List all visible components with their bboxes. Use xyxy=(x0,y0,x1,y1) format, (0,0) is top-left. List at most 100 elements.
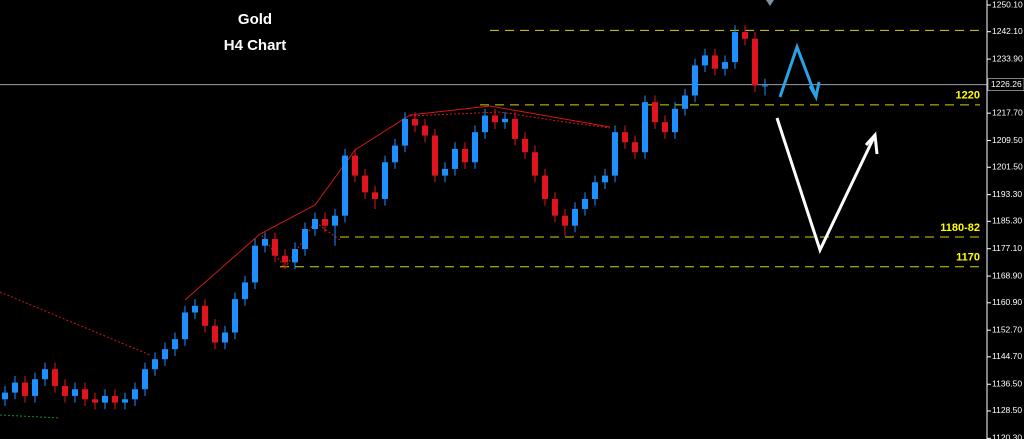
y-tick-label: 1242.10 xyxy=(992,26,1023,36)
y-tick-label: 1217.70 xyxy=(992,107,1023,117)
y-tick-label: 1160.90 xyxy=(992,297,1022,307)
candle-body xyxy=(32,379,38,396)
candle-body xyxy=(492,115,498,123)
candle-body xyxy=(532,152,538,176)
candle-body xyxy=(12,382,18,393)
chart-title: Gold xyxy=(238,11,272,28)
candle-body xyxy=(202,305,208,326)
candle-body xyxy=(742,32,748,39)
candle-body xyxy=(352,155,358,176)
candle-body xyxy=(712,55,718,69)
candle-body xyxy=(142,369,148,390)
candle-body xyxy=(562,215,568,226)
candle-body xyxy=(262,239,268,246)
candle-body xyxy=(192,305,198,313)
candle-body xyxy=(332,215,338,226)
candle-body xyxy=(322,218,328,226)
candle-body xyxy=(62,385,68,396)
candle-body xyxy=(632,142,638,153)
candle-body xyxy=(42,369,48,380)
candle-body xyxy=(472,132,478,163)
candle-body xyxy=(552,198,558,216)
candle-body xyxy=(422,125,428,136)
candle-body xyxy=(462,148,468,163)
candle-body xyxy=(172,339,178,350)
candle-body xyxy=(502,118,508,123)
arrow-head xyxy=(808,81,821,102)
candle-body xyxy=(692,65,698,96)
y-tick-label: 1120.30 xyxy=(992,433,1022,439)
level-label: 1170 xyxy=(956,252,980,264)
candle-body xyxy=(132,389,138,400)
candle-body xyxy=(392,145,398,163)
candle-body xyxy=(722,62,728,69)
y-tick-label: 1136.50 xyxy=(992,379,1022,389)
candle-body xyxy=(82,389,88,400)
y-tick-label: 1177.10 xyxy=(992,243,1022,253)
y-tick-label: 1168.90 xyxy=(992,270,1022,280)
candle-body xyxy=(452,148,458,169)
price-tag xyxy=(987,78,1024,91)
candle-body xyxy=(752,38,758,86)
candle-body xyxy=(102,395,108,403)
y-tick-label: 1233.90 xyxy=(992,53,1023,63)
projection-arrow xyxy=(775,117,877,255)
candle-body xyxy=(212,325,218,343)
candle-body xyxy=(642,102,648,153)
y-tick-label: 1193.30 xyxy=(992,189,1022,199)
candle-body xyxy=(542,175,548,199)
candle-body xyxy=(242,282,248,300)
candle-body xyxy=(732,32,738,63)
candle-body xyxy=(582,198,588,209)
candle-body xyxy=(372,192,378,199)
candle-body xyxy=(22,382,28,396)
candle-body xyxy=(382,162,388,199)
y-tick-label: 1128.50 xyxy=(992,405,1022,415)
arrow-head xyxy=(864,131,879,155)
candle-body xyxy=(662,122,668,133)
candle-body xyxy=(222,332,228,343)
trend-line xyxy=(409,111,611,129)
candle-body xyxy=(112,395,118,403)
candle-body xyxy=(272,239,278,256)
candle-body xyxy=(412,118,418,126)
candle-body xyxy=(612,132,618,176)
y-tick-label: 1144.70 xyxy=(992,351,1022,361)
y-tick-label: 1209.50 xyxy=(992,135,1023,145)
marker xyxy=(766,0,774,6)
chart-subtitle: H4 Chart xyxy=(224,37,287,54)
candle-body xyxy=(232,299,238,333)
candle-body xyxy=(282,255,288,263)
candle-body xyxy=(762,85,768,87)
candle-body xyxy=(92,399,98,403)
price-label: 1226.26 xyxy=(991,79,1022,89)
candle-body xyxy=(152,359,158,370)
candle-body xyxy=(702,55,708,66)
candle-body xyxy=(402,118,408,146)
y-tick-label: 1201.50 xyxy=(992,162,1023,172)
candle-body xyxy=(362,175,368,193)
candle-body xyxy=(2,392,8,400)
candle-body xyxy=(602,175,608,183)
candle-body xyxy=(622,132,628,143)
candle-body xyxy=(572,208,578,226)
y-tick-label: 1185.30 xyxy=(992,216,1022,226)
candle-body xyxy=(122,399,128,403)
candle-body xyxy=(52,369,58,386)
trend-line xyxy=(0,291,151,356)
candle-body xyxy=(442,168,448,176)
candle-body xyxy=(342,155,348,216)
candle-body xyxy=(432,135,438,176)
candle-body xyxy=(592,182,598,199)
candle-body xyxy=(252,245,258,283)
y-tick-label: 1250.10 xyxy=(992,0,1023,9)
candle-body xyxy=(312,218,318,230)
candle-body xyxy=(512,118,518,139)
level-label: 1180-82 xyxy=(940,222,980,234)
candle-body xyxy=(182,312,188,340)
level-label: 1220 xyxy=(956,90,980,102)
candle-body xyxy=(482,115,488,133)
